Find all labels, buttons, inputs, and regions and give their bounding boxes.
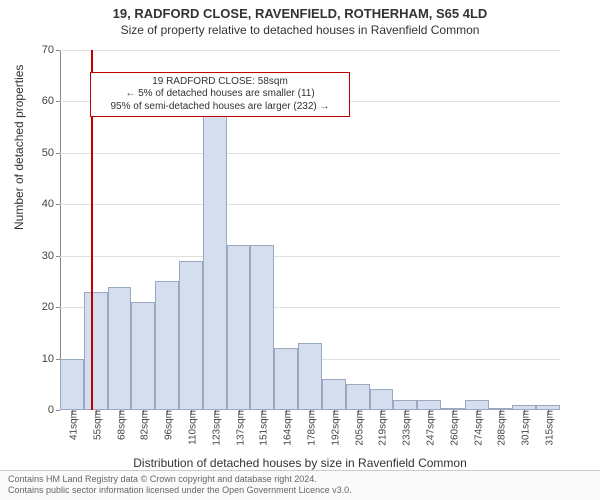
x-tick-label: 274sqm bbox=[469, 410, 484, 446]
histogram-bar bbox=[250, 245, 274, 410]
histogram-bar bbox=[203, 112, 227, 410]
x-tick-label: 219sqm bbox=[374, 410, 389, 446]
y-tick-label: 70 bbox=[42, 44, 60, 56]
y-tick-label: 0 bbox=[48, 404, 60, 416]
x-tick-label: 123sqm bbox=[207, 410, 222, 446]
x-tick-label: 151sqm bbox=[255, 410, 270, 446]
gridline bbox=[60, 256, 560, 257]
y-tick-label: 60 bbox=[42, 95, 60, 107]
chart-container: 19, RADFORD CLOSE, RAVENFIELD, ROTHERHAM… bbox=[0, 0, 600, 500]
x-tick-label: 205sqm bbox=[350, 410, 365, 446]
x-tick-label: 82sqm bbox=[136, 410, 151, 440]
histogram-bar bbox=[322, 379, 346, 410]
x-tick-label: 178sqm bbox=[303, 410, 318, 446]
histogram-bar bbox=[155, 281, 179, 410]
y-tick-label: 10 bbox=[42, 353, 60, 365]
histogram-bar bbox=[108, 287, 132, 410]
annotation-box: 19 RADFORD CLOSE: 58sqm← 5% of detached … bbox=[90, 72, 350, 118]
gridline bbox=[60, 204, 560, 205]
x-tick-label: 192sqm bbox=[326, 410, 341, 446]
gridline bbox=[60, 50, 560, 51]
x-tick-label: 315sqm bbox=[541, 410, 556, 446]
x-tick-label: 288sqm bbox=[493, 410, 508, 446]
x-tick-label: 55sqm bbox=[88, 410, 103, 440]
histogram-bar bbox=[131, 302, 155, 410]
histogram-bar bbox=[370, 389, 394, 410]
x-tick-label: 260sqm bbox=[445, 410, 460, 446]
x-tick-label: 164sqm bbox=[279, 410, 294, 446]
annotation-line: 95% of semi-detached houses are larger (… bbox=[97, 101, 343, 114]
y-axis-label: Number of detached properties bbox=[12, 65, 26, 230]
histogram-bar bbox=[393, 400, 417, 410]
footer-attribution: Contains HM Land Registry data © Crown c… bbox=[0, 470, 600, 500]
y-tick-label: 50 bbox=[42, 147, 60, 159]
x-tick-label: 41sqm bbox=[64, 410, 79, 440]
histogram-bar bbox=[274, 348, 298, 410]
footer-line-1: Contains HM Land Registry data © Crown c… bbox=[8, 474, 592, 486]
footer-line-2: Contains public sector information licen… bbox=[8, 485, 592, 497]
histogram-bar bbox=[84, 292, 108, 410]
x-tick-label: 233sqm bbox=[398, 410, 413, 446]
x-tick-label: 68sqm bbox=[112, 410, 127, 440]
x-tick-label: 96sqm bbox=[160, 410, 175, 440]
histogram-bar bbox=[417, 400, 441, 410]
plot-area: 01020304050607041sqm55sqm68sqm82sqm96sqm… bbox=[60, 50, 560, 410]
histogram-bar bbox=[179, 261, 203, 410]
histogram-bar bbox=[227, 245, 251, 410]
x-tick-label: 247sqm bbox=[422, 410, 437, 446]
x-tick-label: 301sqm bbox=[517, 410, 532, 446]
y-axis bbox=[60, 50, 61, 410]
annotation-line: 19 RADFORD CLOSE: 58sqm bbox=[97, 76, 343, 89]
x-axis-label: Distribution of detached houses by size … bbox=[0, 456, 600, 470]
x-tick-label: 110sqm bbox=[183, 410, 198, 445]
page-title: 19, RADFORD CLOSE, RAVENFIELD, ROTHERHAM… bbox=[0, 0, 600, 21]
histogram-bar bbox=[465, 400, 489, 410]
page-subtitle: Size of property relative to detached ho… bbox=[0, 21, 600, 37]
annotation-line: ← 5% of detached houses are smaller (11) bbox=[97, 88, 343, 101]
histogram-bar bbox=[298, 343, 322, 410]
y-tick-label: 40 bbox=[42, 198, 60, 210]
y-tick-label: 20 bbox=[42, 301, 60, 313]
x-tick-label: 137sqm bbox=[231, 410, 246, 446]
histogram-bar bbox=[346, 384, 370, 410]
gridline bbox=[60, 153, 560, 154]
y-tick-label: 30 bbox=[42, 250, 60, 262]
histogram-bar bbox=[60, 359, 84, 410]
